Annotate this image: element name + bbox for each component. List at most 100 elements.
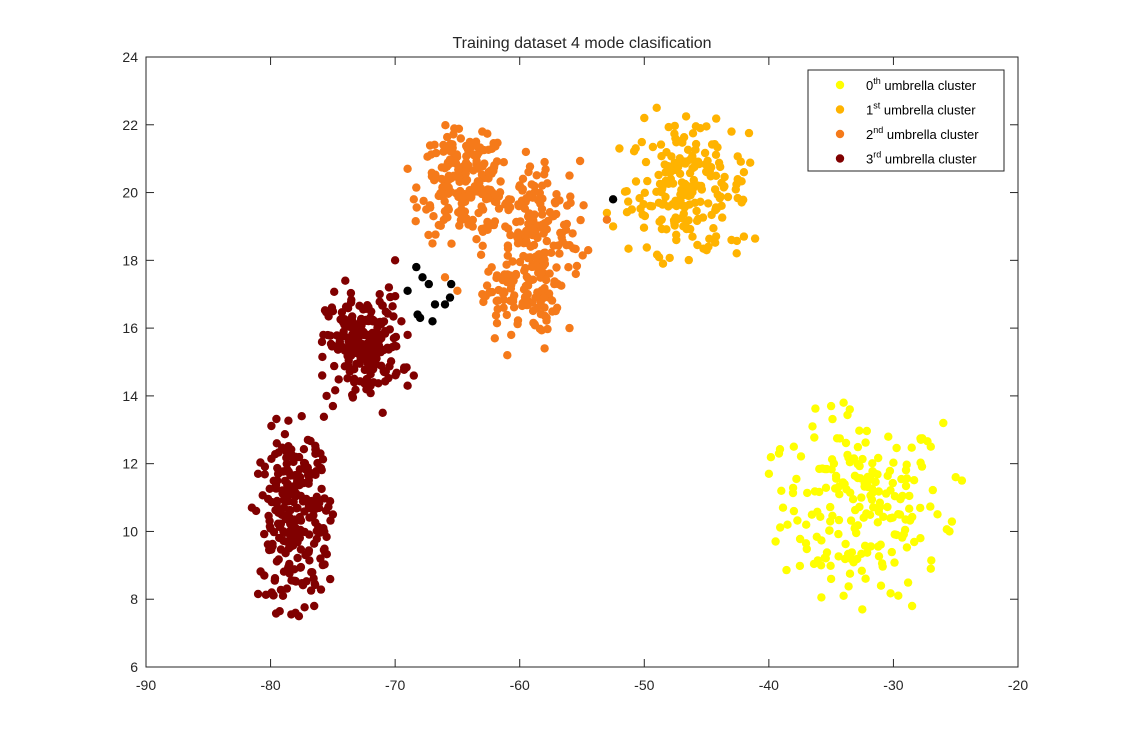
series-0-point xyxy=(903,578,913,587)
series-2-point xyxy=(500,270,509,279)
axis-ticks xyxy=(145,56,1019,668)
series-2-point xyxy=(454,165,463,174)
series-0-point xyxy=(810,487,820,496)
series-2-point xyxy=(552,209,561,219)
series-3-point xyxy=(359,305,368,314)
y-tick-label: 18 xyxy=(122,252,138,268)
y-tick-label: 24 xyxy=(122,49,138,65)
series-0-point xyxy=(843,450,852,460)
series-0-point xyxy=(862,426,871,436)
y-tick-label: 20 xyxy=(122,185,138,201)
series-2-point xyxy=(511,269,521,279)
series-2-point xyxy=(542,225,551,234)
legend-marker xyxy=(835,80,845,90)
series-0-point xyxy=(894,591,903,600)
series-3-point xyxy=(328,307,338,316)
series-1-point xyxy=(710,185,720,194)
series-2-point xyxy=(444,176,453,185)
series-0-point xyxy=(832,474,841,483)
series-0-point xyxy=(839,398,848,407)
series-1-point xyxy=(641,157,651,167)
series-0-point xyxy=(835,434,844,443)
series-2-point xyxy=(424,230,433,240)
series-3-point xyxy=(274,555,283,564)
series-0-point xyxy=(928,485,937,495)
series-3-point xyxy=(263,540,273,549)
series-2-point xyxy=(528,275,538,284)
series-2-point xyxy=(552,263,561,272)
series-2-point xyxy=(502,260,511,269)
series-2-point xyxy=(532,262,541,271)
series-0-point xyxy=(908,512,917,522)
series-3-point xyxy=(283,479,292,488)
series-0-point xyxy=(766,453,776,462)
series-2-point xyxy=(524,193,533,202)
series-0-point xyxy=(887,547,896,557)
series-2-point xyxy=(575,156,585,166)
series-0-point xyxy=(895,510,905,519)
series-3-point xyxy=(319,412,329,421)
series-0-point xyxy=(848,495,858,504)
series-0-point xyxy=(847,548,857,557)
series-0-point xyxy=(860,541,870,550)
series-0-point xyxy=(812,532,821,541)
series-1-point xyxy=(667,152,676,161)
series-1-point xyxy=(746,158,755,167)
series-1-point xyxy=(683,145,693,154)
series-2-point xyxy=(476,250,486,259)
series-0-point xyxy=(885,466,895,476)
series-2-point xyxy=(493,304,502,314)
series-2-point xyxy=(541,165,550,174)
series-2-point xyxy=(525,162,535,171)
series-2-point xyxy=(502,277,512,287)
series-1-point xyxy=(648,142,658,152)
series-0-point xyxy=(916,534,925,543)
series-2-point xyxy=(441,206,450,216)
series-3-point xyxy=(280,430,290,439)
series-2-point xyxy=(453,286,462,295)
series-0-point xyxy=(858,605,867,614)
series-3-point xyxy=(270,574,280,583)
series-0-point xyxy=(828,414,837,424)
series-0-point xyxy=(852,528,861,538)
series-2-point xyxy=(547,248,556,257)
series-2-point xyxy=(411,217,420,226)
series-2-point xyxy=(462,164,471,174)
series-2-point xyxy=(447,239,456,248)
series-0-point xyxy=(777,486,786,495)
series-2-point xyxy=(518,301,527,311)
series-3-point xyxy=(344,322,354,331)
series-0-point xyxy=(898,533,907,542)
series-3-point xyxy=(351,385,360,394)
series-1-point xyxy=(637,137,646,147)
series-3-point xyxy=(336,315,345,324)
series-0-point xyxy=(774,449,784,458)
chart-title: Training dataset 4 mode clasification xyxy=(452,35,711,52)
series-3-point xyxy=(305,513,314,522)
series-2-point xyxy=(501,222,510,231)
series-0-point xyxy=(846,516,856,525)
series-1-point xyxy=(681,202,690,211)
series-3-point xyxy=(356,351,365,361)
series-0-point xyxy=(827,465,836,474)
series-0-point xyxy=(873,518,882,527)
series-0-point xyxy=(857,493,866,502)
series-2-point xyxy=(550,279,559,289)
series-1-point xyxy=(704,199,713,208)
series-1-point xyxy=(670,221,679,230)
series-2-point xyxy=(440,273,450,282)
series-0-point xyxy=(789,506,799,516)
series-0-point xyxy=(810,433,819,442)
series-2-point xyxy=(503,351,512,360)
series-2-point xyxy=(532,171,541,180)
series-1-point xyxy=(671,134,680,143)
series-3-point xyxy=(391,292,400,301)
series-3-point xyxy=(284,562,293,571)
series-3-point xyxy=(351,326,360,335)
series-3-point xyxy=(341,276,350,285)
series-3-point xyxy=(320,560,329,569)
series-3-point xyxy=(360,330,369,340)
series-0-point xyxy=(916,503,925,513)
series-3-point xyxy=(366,388,375,398)
series-3-point xyxy=(409,371,418,380)
